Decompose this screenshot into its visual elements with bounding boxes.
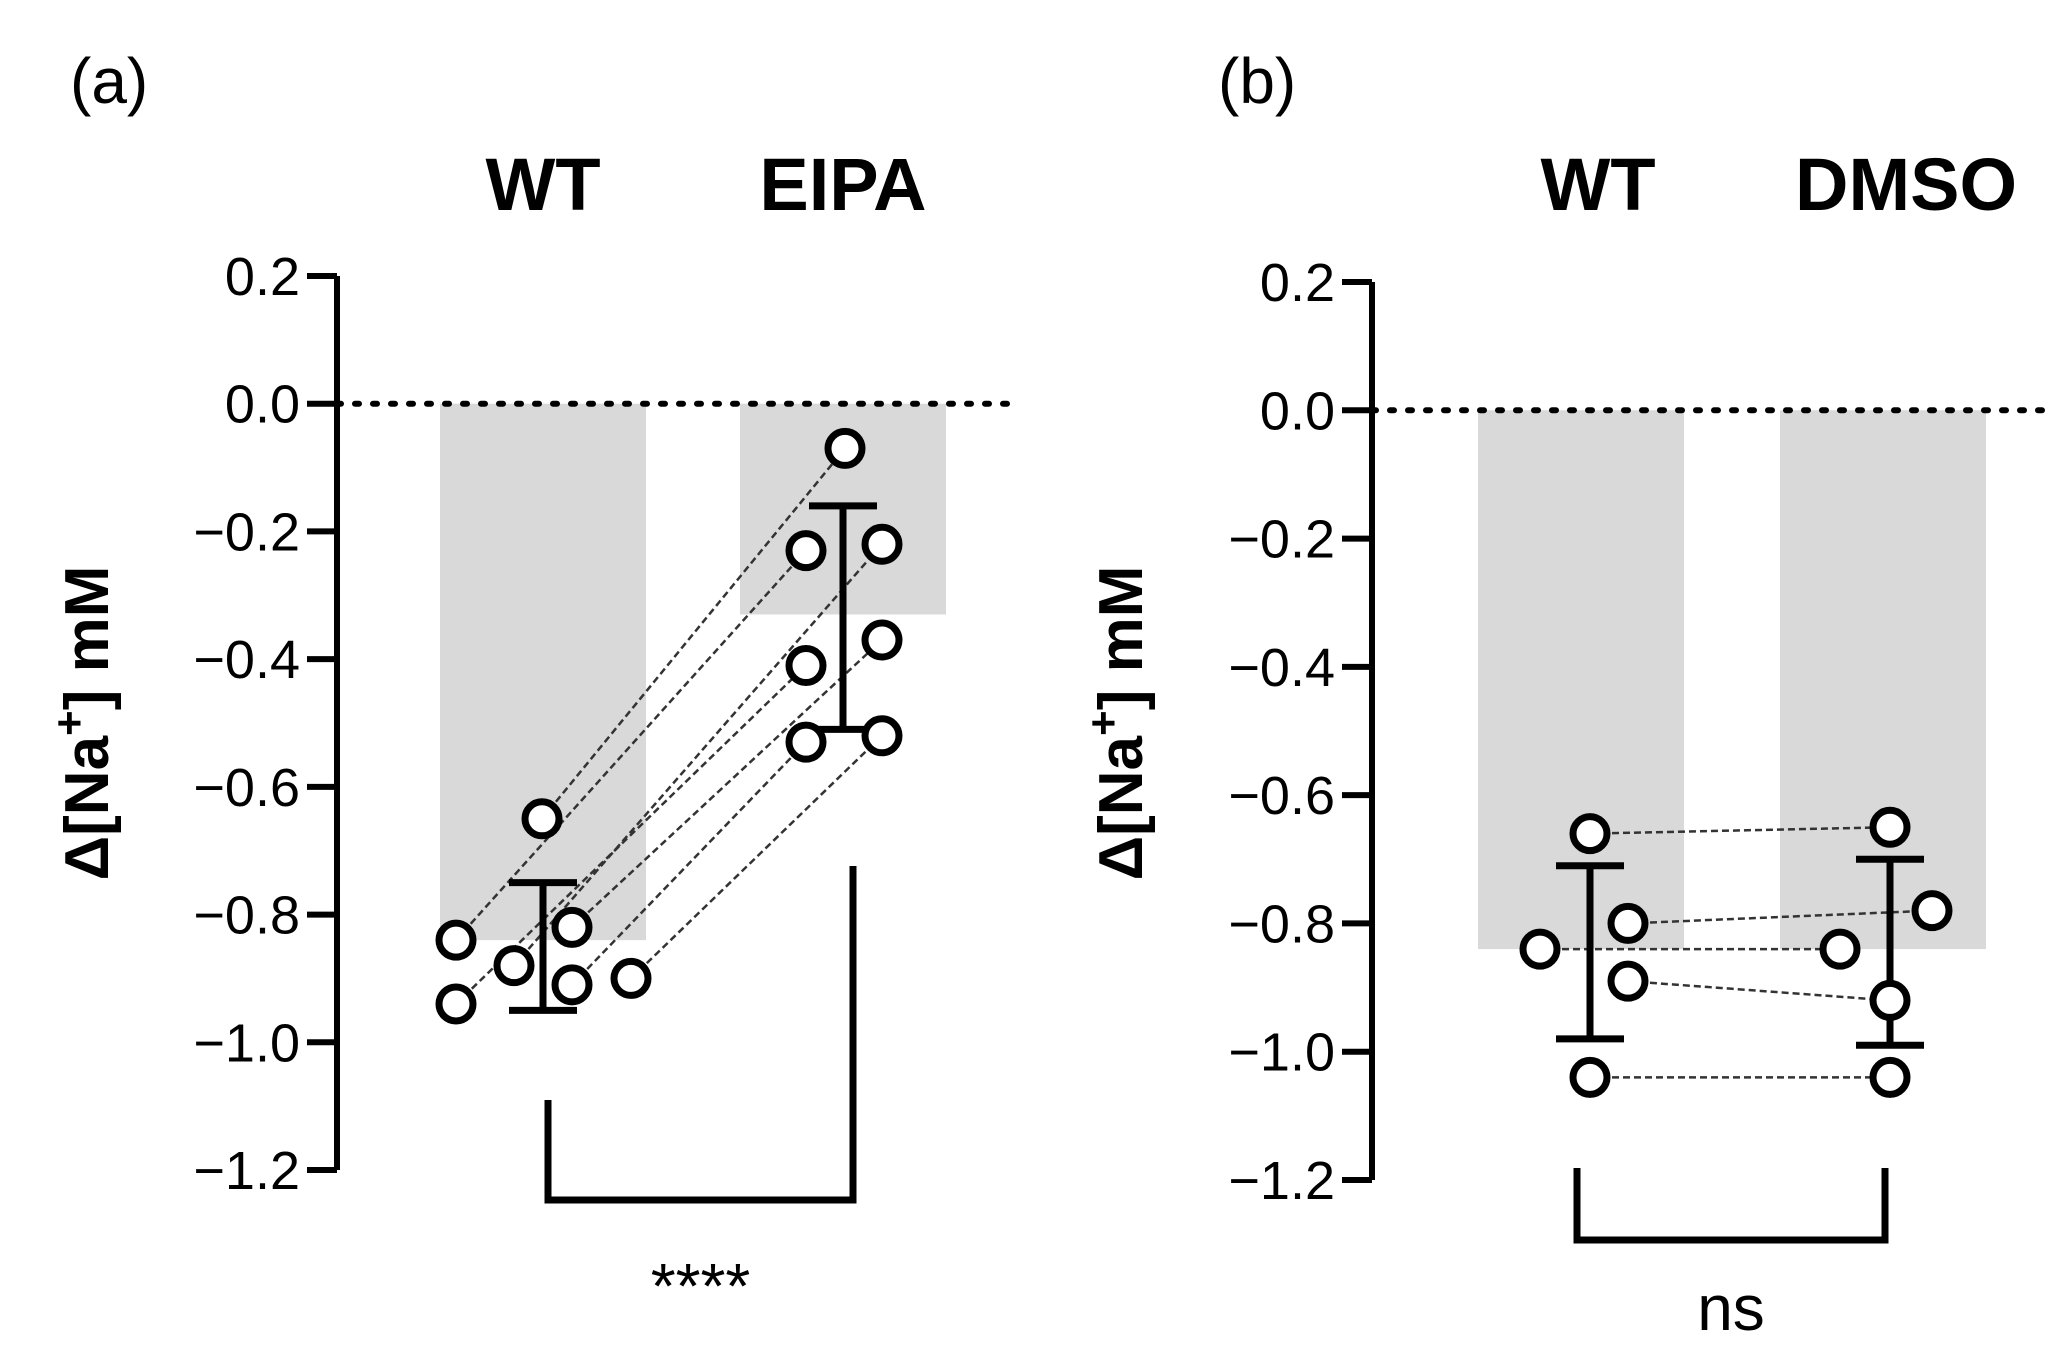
data-point-wt (1607, 960, 1649, 1002)
y-tick-label: −1.2 (1228, 1151, 1335, 1211)
data-point-eipa (861, 619, 903, 661)
y-tick-label: −0.6 (1228, 766, 1335, 826)
data-point-wt (435, 919, 477, 961)
data-point-wt (551, 906, 593, 948)
pair-connector (513, 543, 883, 967)
y-tick-label: 0.2 (1260, 253, 1335, 313)
category-label-eipa: EIPA (759, 143, 926, 226)
category-label-wt: WT (1540, 143, 1655, 226)
pair-connector (630, 734, 883, 980)
y-axis-title-sup: + (1079, 710, 1128, 736)
data-point-eipa (785, 645, 827, 687)
panel-label: (b) (1218, 45, 1296, 117)
pair-connector (1627, 979, 1891, 1002)
y-tick-label: 0.0 (225, 375, 300, 435)
y-axis-title: Δ[Na+] mM (1079, 566, 1157, 881)
significance-label: **** (651, 1250, 751, 1322)
y-axis-title-sup: + (45, 710, 94, 736)
panel-b: 0.2 0.0 −0.2 −0.4 −0.6 −0.8 −1.0 −1.2 Δ[Na+] mM (… (1079, 45, 2053, 1344)
pair-connector (1589, 825, 1891, 835)
y-tick-label: −0.4 (193, 630, 300, 690)
y-axis-title-tail: ] mM (53, 566, 122, 711)
y-axis-title-tail: ] mM (1087, 566, 1156, 711)
pair-connector (571, 639, 883, 929)
data-point-wt (1569, 813, 1611, 855)
y-tick-label: −0.2 (193, 502, 300, 562)
y-tick-label: −0.8 (193, 886, 300, 946)
y-tick-label: 0.2 (225, 247, 300, 307)
category-label-wt: WT (485, 143, 600, 226)
y-tick-label: −0.4 (1228, 638, 1335, 698)
y-tick-label: −1.0 (193, 1013, 300, 1073)
data-point-eipa (785, 721, 827, 763)
y-tick-label: −1.0 (1228, 1023, 1335, 1083)
data-point-dmso (1869, 806, 1911, 848)
data-point-eipa (861, 715, 903, 757)
panel-label: (a) (70, 45, 148, 117)
panel-a: 0.2 0.0 −0.2 −0.4 −0.6 −0.8 −1.0 −1.2 Δ[Na+] mM (… (45, 45, 1013, 1322)
data-point-wt (551, 964, 593, 1006)
data-point-wt (1519, 928, 1561, 970)
data-point-eipa (824, 427, 866, 469)
y-tick-label: −0.2 (1228, 510, 1335, 570)
y-tick-label: −1.2 (193, 1141, 300, 1201)
significance-bracket (544, 866, 857, 1204)
significance-label: ns (1697, 1272, 1765, 1344)
pair-connector (571, 741, 807, 986)
y-tick-label: −0.6 (193, 758, 300, 818)
data-point-dmso (1869, 979, 1911, 1021)
data-point-dmso (1911, 890, 1953, 932)
significance-bracket (1573, 1168, 1889, 1244)
y-tick-label: −0.8 (1228, 894, 1335, 954)
data-point-dmso (1869, 1056, 1911, 1098)
data-point-wt (610, 957, 652, 999)
pair-connector (1627, 909, 1933, 925)
category-label-dmso: DMSO (1795, 143, 2017, 226)
bar-wt (440, 403, 646, 941)
data-point-dmso (1819, 928, 1861, 970)
data-point-eipa (785, 530, 827, 572)
y-axis-title-main: Δ[Na (53, 735, 122, 880)
data-point-wt (521, 798, 563, 840)
data-point-eipa (861, 523, 903, 565)
data-point-wt (493, 945, 535, 987)
data-point-wt (435, 983, 477, 1025)
y-axis-title: Δ[Na+] mM (45, 566, 123, 881)
bar-dmso (1780, 410, 1986, 950)
data-point-wt (1607, 902, 1649, 944)
y-axis-title-main: Δ[Na (1087, 735, 1156, 880)
data-point-wt (1569, 1056, 1611, 1098)
pair-connector (541, 447, 846, 820)
bar-wt (1478, 410, 1684, 950)
y-tick-label: 0.0 (1260, 381, 1335, 441)
